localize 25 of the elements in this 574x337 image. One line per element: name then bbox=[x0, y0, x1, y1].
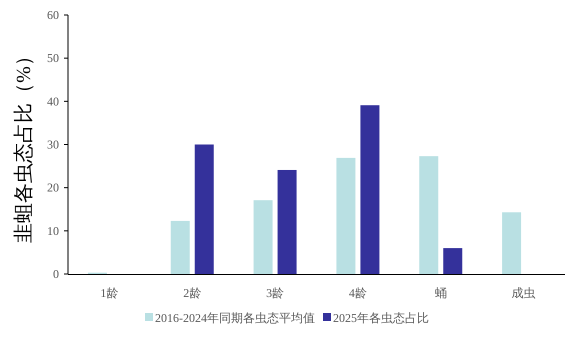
y-tick-label: 50 bbox=[47, 51, 59, 66]
bar bbox=[360, 105, 380, 274]
bar bbox=[194, 144, 214, 274]
x-tick-label: 3龄 bbox=[266, 286, 284, 300]
bar bbox=[443, 248, 462, 274]
y-tick-label: 20 bbox=[47, 180, 59, 195]
bar bbox=[419, 156, 438, 274]
bar bbox=[170, 220, 190, 274]
bar bbox=[254, 200, 273, 274]
x-tick-label: 4龄 bbox=[348, 286, 367, 300]
bar bbox=[278, 170, 297, 274]
legend-label: 2016-2024年同期各虫态平均值 bbox=[155, 311, 315, 325]
y-tick-label: 30 bbox=[47, 138, 59, 152]
y-tick-label: 10 bbox=[47, 224, 59, 238]
x-tick-label: 1龄 bbox=[100, 286, 118, 300]
y-axis-title: 韭蛆各虫态占比（%） bbox=[13, 46, 35, 243]
legend-label: 2025年各虫态占比 bbox=[333, 311, 429, 325]
x-tick-label: 成虫 bbox=[512, 286, 536, 300]
x-tick-label: 蛹 bbox=[434, 286, 447, 300]
y-tick-label: 40 bbox=[47, 94, 59, 108]
x-tick-label: 2龄 bbox=[183, 286, 202, 300]
y-tick-label: 60 bbox=[47, 8, 59, 22]
y-tick-label: 0 bbox=[53, 267, 59, 281]
bar bbox=[502, 212, 522, 274]
bar bbox=[336, 158, 356, 274]
